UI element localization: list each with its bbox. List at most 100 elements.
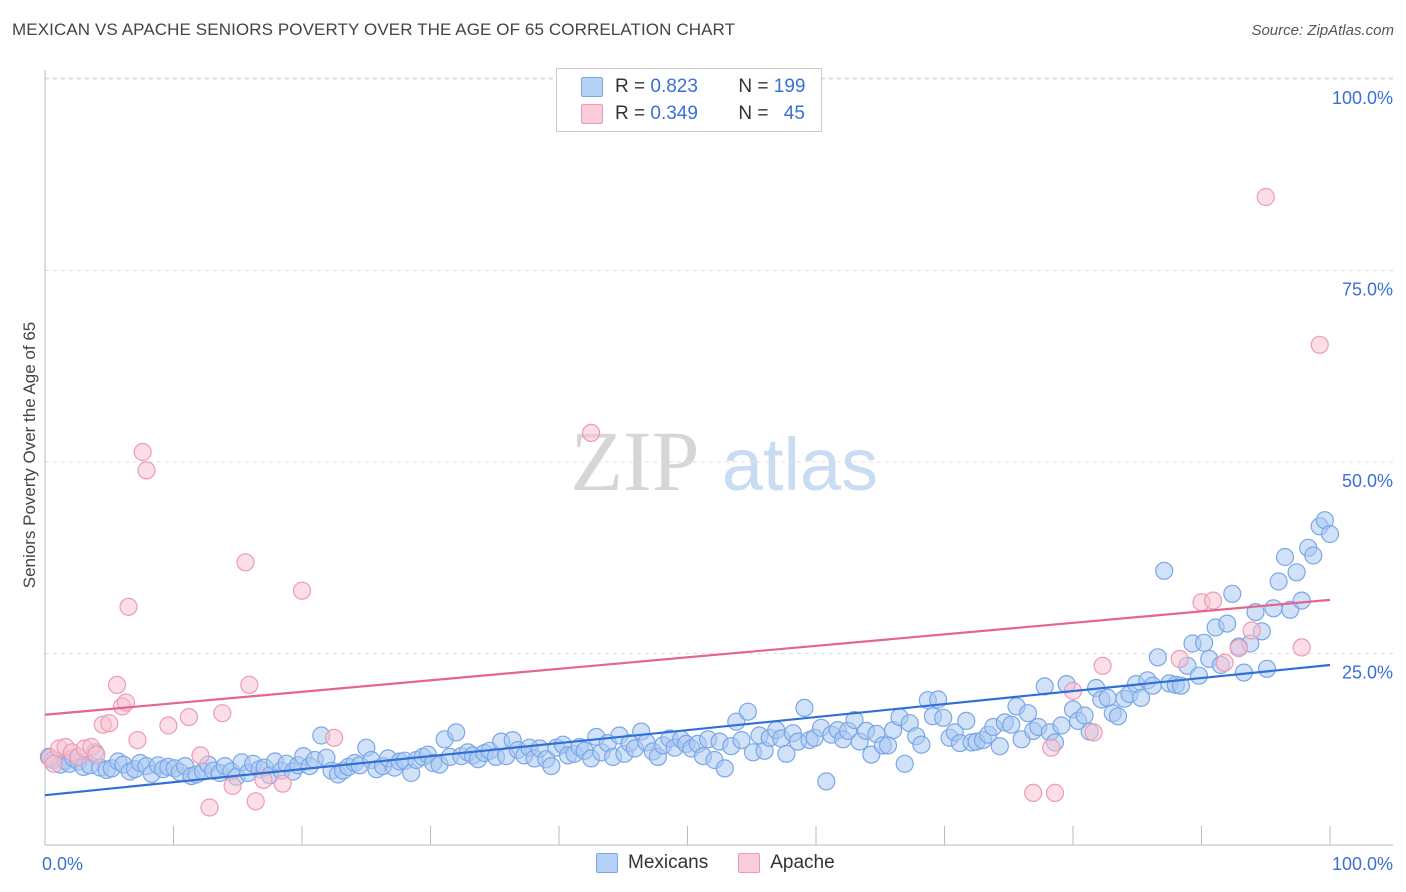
apache-point [213, 704, 232, 723]
legend-item-mexicans: Mexicans [596, 852, 708, 874]
mexicans-point [715, 759, 734, 778]
mexicans-point [1098, 688, 1117, 708]
apache-point [1042, 738, 1061, 757]
y-tick-label: 75.0% [1342, 280, 1393, 300]
mexicans-legend-swatch [596, 853, 618, 873]
mexicans-point [1275, 547, 1295, 567]
mexicans-point [934, 708, 953, 727]
mexicans-trend-line [44, 663, 1331, 797]
mexicans-point [895, 754, 914, 773]
apache-point [1256, 187, 1275, 207]
mexicans-point [1320, 524, 1340, 544]
legend-item-apache: Apache [738, 852, 835, 874]
legend-row-apache: R = 0.349 N = 45 [581, 101, 805, 127]
stats-legend: R = 0.823 N = 199 R = 0.349 N = 45 [556, 68, 822, 132]
mexicans-point [1264, 599, 1283, 618]
apache-point [1084, 723, 1103, 742]
mexicans-point [795, 698, 814, 718]
apache-point [100, 714, 119, 733]
apache-point [179, 707, 198, 727]
apache-point [273, 774, 292, 793]
apache-point [1292, 638, 1311, 657]
chart-title: MEXICAN VS APACHE SENIORS POVERTY OVER T… [12, 20, 736, 39]
mexicans-point [1131, 688, 1151, 708]
legend-n-value: 199 [773, 76, 806, 97]
legend-row-mexicans: R = 0.823 N = 199 [581, 74, 805, 100]
apache-point [1203, 591, 1223, 610]
apache-point [254, 770, 273, 790]
apache-trend-line [44, 598, 1331, 716]
apache-point [1215, 653, 1234, 672]
mexicans-point [1287, 563, 1306, 582]
x-tick-label: 0.0% [42, 854, 83, 874]
y-tick-label: 50.0% [1342, 471, 1393, 491]
apache-swatch [581, 104, 603, 124]
mexicans-point [542, 756, 561, 776]
mexicans-point [777, 744, 796, 763]
mexicans-point [447, 723, 466, 742]
mexicans-point [957, 711, 976, 731]
x-tick-label: 100.0% [1332, 854, 1393, 874]
apache-point [44, 754, 64, 773]
legend-n-label: N = [738, 76, 769, 97]
apache-point [1045, 783, 1065, 803]
apache-point [1024, 783, 1043, 803]
mexicans-point [1223, 584, 1242, 603]
apache-point [1242, 621, 1261, 640]
mexicans-point [878, 736, 898, 755]
apache-point [325, 728, 344, 747]
legend-mexicans-label: Mexicans [628, 852, 709, 873]
legend-apache-label: Apache [770, 852, 835, 873]
apache-point [1093, 656, 1112, 675]
y-tick-label: 25.0% [1342, 663, 1393, 683]
apache-point [87, 745, 106, 764]
mexicans-point [1148, 648, 1167, 667]
apache-point [292, 581, 312, 600]
mexicans-swatch [581, 77, 603, 97]
apache-point [246, 792, 265, 811]
mexicans-point [1002, 715, 1021, 734]
mexicans-point [1052, 716, 1071, 735]
apache-point [581, 423, 601, 442]
mexicans-point [912, 735, 931, 754]
watermark-atlas: atlas [722, 423, 878, 506]
legend-n-value: 45 [783, 103, 805, 124]
series-legend: Mexicans Apache [596, 852, 865, 874]
mexicans-point [1218, 614, 1237, 633]
mexicans-point [1189, 666, 1209, 685]
mexicans-point [1075, 706, 1094, 725]
source-label: Source: ZipAtlas.com [1251, 22, 1394, 39]
mexicans-point [1018, 704, 1038, 723]
mexicans-point [990, 737, 1009, 756]
y-tick-label: 100.0% [1332, 88, 1393, 108]
legend-r-value: 0.823 [650, 76, 698, 97]
apache-point [159, 716, 178, 735]
apache-point [240, 675, 259, 695]
mexicans-point [817, 772, 836, 791]
apache-point [119, 597, 138, 616]
apache-point [191, 746, 210, 765]
legend-r-label: R = [615, 103, 646, 124]
mexicans-point [1292, 591, 1311, 610]
apache-point [137, 461, 156, 480]
legend-r-value: 0.349 [650, 103, 698, 124]
mexicans-point [1257, 659, 1277, 678]
mexicans-point [1304, 546, 1323, 565]
apache-point [223, 776, 242, 796]
apache-legend-swatch [738, 853, 761, 873]
apache-point [133, 442, 152, 462]
legend-r-label: R = [615, 76, 646, 97]
apache-point [1310, 335, 1329, 354]
mexicans-point [845, 710, 864, 730]
apache-point [200, 798, 219, 817]
mexicans-point [732, 730, 751, 750]
legend-n-label: N = [738, 103, 769, 124]
mexicans-point [1143, 676, 1162, 695]
mexicans-point [1269, 572, 1288, 591]
apache-point [236, 553, 255, 572]
apache-point [1170, 649, 1189, 669]
mexicans-point [1108, 707, 1128, 726]
apache-point [107, 675, 127, 695]
apache-point [1229, 638, 1248, 658]
